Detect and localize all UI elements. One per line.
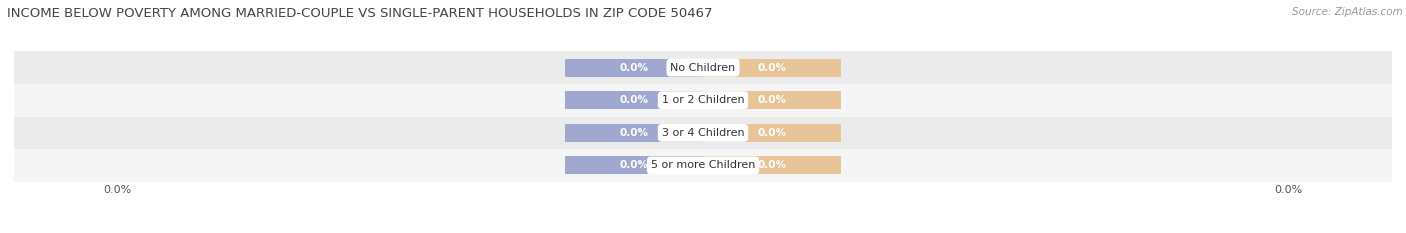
Bar	[703, 59, 841, 76]
Text: 0.0%: 0.0%	[758, 128, 786, 138]
Text: 0.0%: 0.0%	[620, 63, 648, 72]
Bar	[14, 116, 1392, 149]
Legend: Married Couples, Single Parents: Married Couples, Single Parents	[593, 230, 813, 233]
Text: Source: ZipAtlas.com: Source: ZipAtlas.com	[1292, 7, 1403, 17]
Text: 0.0%: 0.0%	[620, 161, 648, 170]
Text: 0.0%: 0.0%	[620, 95, 648, 105]
Bar	[565, 59, 703, 76]
Text: 0.0%: 0.0%	[758, 161, 786, 170]
Text: 5 or more Children: 5 or more Children	[651, 161, 755, 170]
Text: 1 or 2 Children: 1 or 2 Children	[662, 95, 744, 105]
Text: No Children: No Children	[671, 63, 735, 72]
Bar	[703, 157, 841, 174]
Text: 3 or 4 Children: 3 or 4 Children	[662, 128, 744, 138]
Bar	[14, 84, 1392, 116]
Bar	[14, 51, 1392, 84]
Bar	[565, 157, 703, 174]
Bar	[14, 149, 1392, 182]
Text: 0.0%: 0.0%	[620, 128, 648, 138]
Bar	[703, 91, 841, 109]
Bar	[703, 124, 841, 142]
Bar	[565, 91, 703, 109]
Text: 0.0%: 0.0%	[758, 63, 786, 72]
Text: 0.0%: 0.0%	[758, 95, 786, 105]
Text: INCOME BELOW POVERTY AMONG MARRIED-COUPLE VS SINGLE-PARENT HOUSEHOLDS IN ZIP COD: INCOME BELOW POVERTY AMONG MARRIED-COUPL…	[7, 7, 713, 20]
Bar	[565, 124, 703, 142]
